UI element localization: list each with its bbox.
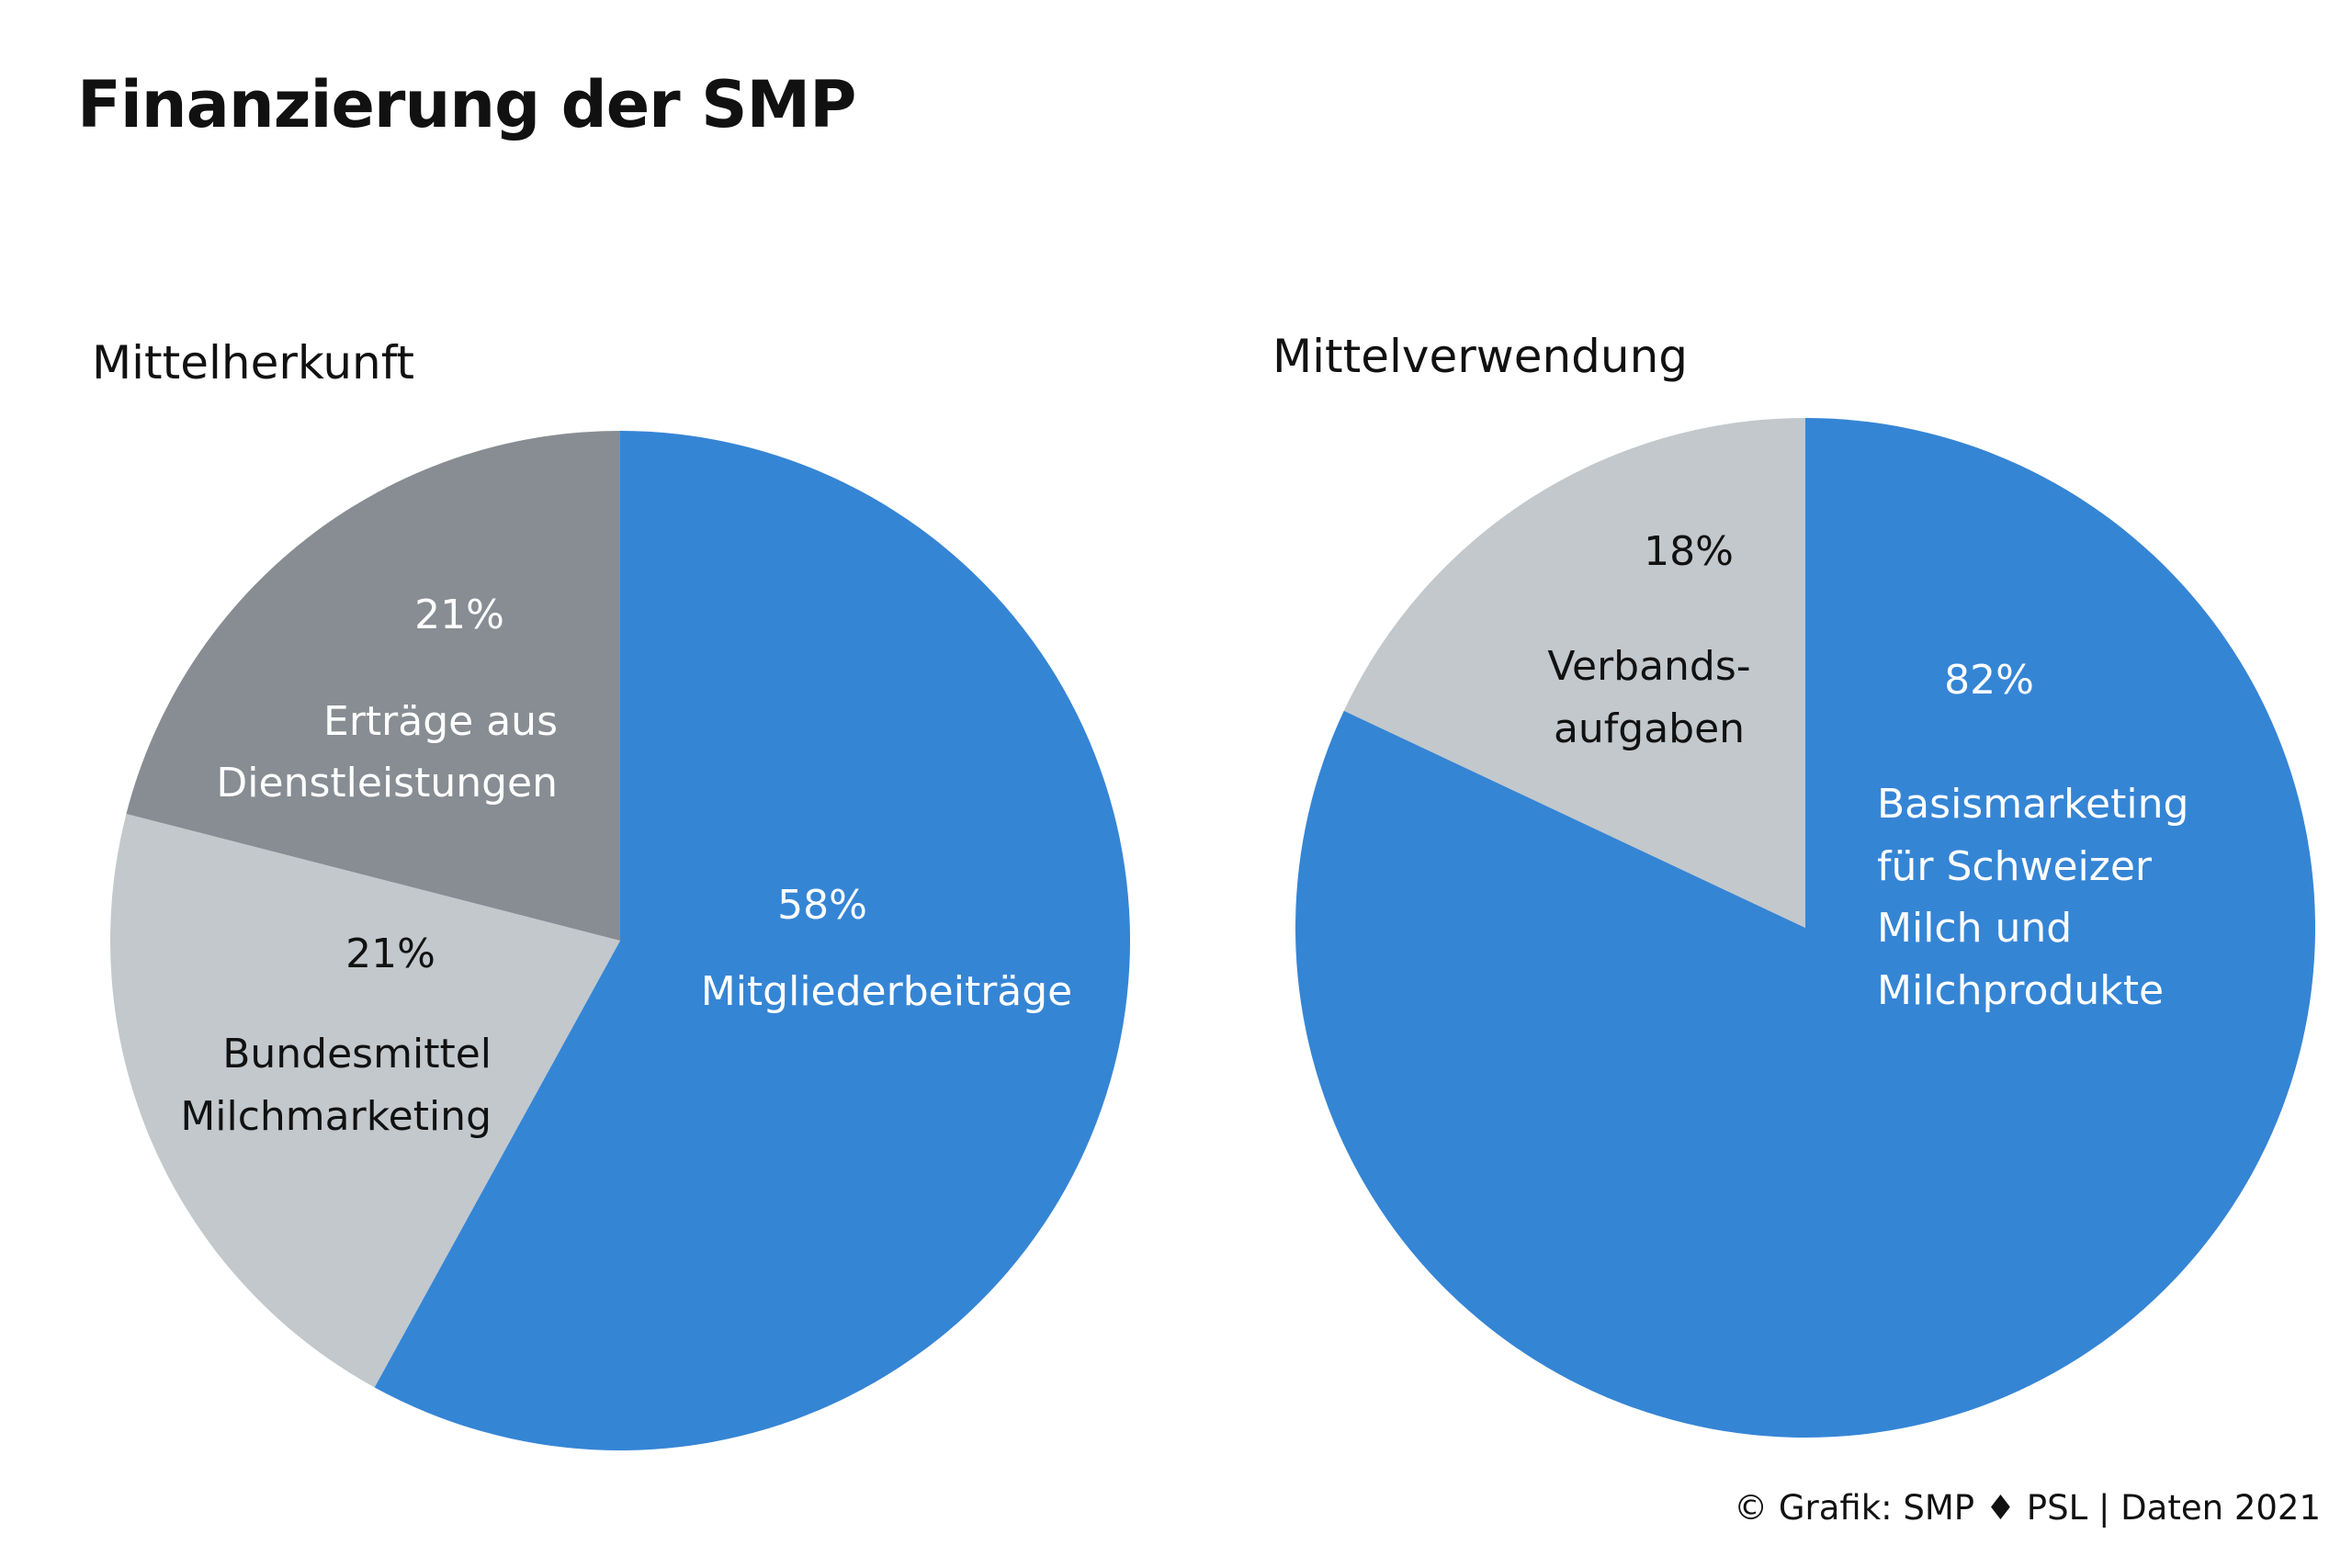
- slice-label-mitgliederbeitraege: Mitgliederbeiträge: [701, 968, 1073, 1015]
- pie-chart-mittelherkunft: Mittelherkunft 58% Mitgliederbeiträge 21…: [92, 336, 1131, 1450]
- pie-slice-verbands-aufgaben: [1343, 418, 1805, 928]
- page-title: Finanzierung der SMP: [77, 67, 856, 142]
- slice-percent-basismarketing: 82%: [1944, 657, 2034, 704]
- slice-label-basismarketing-line2: für Schweizer: [1877, 843, 2153, 890]
- slice-percent-bundesmittel: 21%: [345, 931, 435, 977]
- chart-title-mittelverwendung: Mittelverwendung: [1272, 330, 1688, 383]
- pie-slices-mittelherkunft: [110, 430, 1131, 1450]
- slice-label-ertraege-line2: Dienstleistungen: [216, 760, 558, 807]
- pie-slices-mittelverwendung: [1295, 418, 2315, 1438]
- chart-title-mittelherkunft: Mittelherkunft: [92, 336, 414, 389]
- source-credit: © Grafik: SMP ♦ PSL | Daten 2021: [1734, 1488, 2321, 1528]
- slice-label-basismarketing-line3: Milch und: [1877, 905, 2072, 952]
- pie-chart-mittelverwendung: Mittelverwendung 82% Basismarketing für …: [1272, 330, 2315, 1438]
- pie-slice-basismarketing-fuer-schweizer-milch-und-milchprodukte: [1295, 418, 2315, 1438]
- slice-label-bundesmittel-line2: Milchmarketing: [180, 1093, 492, 1140]
- slice-label-ertraege-line1: Erträge aus: [323, 698, 558, 745]
- slice-label-verbandsaufgaben-line1: Verbands-: [1547, 643, 1750, 690]
- slice-label-basismarketing-line1: Basismarketing: [1877, 781, 2188, 828]
- pie-slice-mitgliederbeitraege: [374, 430, 1131, 1450]
- slice-percent-verbandsaufgaben: 18%: [1644, 528, 1734, 575]
- slice-percent-ertraege: 21%: [414, 592, 504, 638]
- slice-label-verbandsaufgaben-line2: aufgaben: [1554, 705, 1745, 752]
- slice-percent-mitgliederbeitraege: 58%: [777, 882, 867, 929]
- slice-label-basismarketing-line4: Milchprodukte: [1877, 967, 2164, 1014]
- pie-slice-ertraege-aus-dienstleistungen: [126, 431, 620, 941]
- slice-label-bundesmittel-line1: Bundesmittel: [222, 1031, 492, 1077]
- pie-slice-bundesmittel-milchmarketing: [110, 813, 621, 1388]
